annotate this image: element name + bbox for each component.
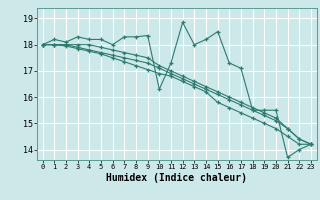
X-axis label: Humidex (Indice chaleur): Humidex (Indice chaleur) xyxy=(106,173,247,183)
